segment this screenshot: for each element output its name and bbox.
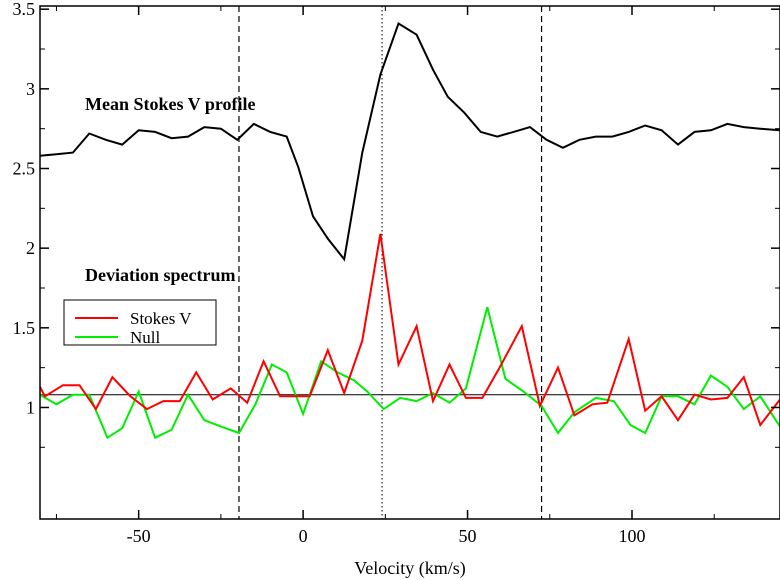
series-line-mean bbox=[39, 21, 780, 262]
y-tick-label: 2 bbox=[26, 238, 35, 258]
annotation-deviation-spectrum: Deviation spectrum bbox=[85, 265, 235, 285]
y-tick-label: 3.5 bbox=[13, 0, 36, 19]
annotation-mean-profile: Mean Stokes V profile bbox=[85, 94, 256, 114]
axes: 1 1.5 2 2.5 3 3.5 -50 0 50 100 bbox=[13, 0, 780, 546]
x-tick-label: -50 bbox=[127, 526, 151, 546]
x-tick-label: 50 bbox=[459, 526, 477, 546]
y-tick-label: 1.5 bbox=[13, 318, 36, 338]
y-tick-label: 3 bbox=[26, 79, 35, 99]
y-tick-label: 1 bbox=[26, 397, 35, 417]
data-series bbox=[39, 21, 780, 440]
x-tick-label: 0 bbox=[299, 526, 308, 546]
legend-label-null: Null bbox=[130, 328, 161, 347]
series-line-null bbox=[39, 306, 780, 440]
legend-label-stokes-v: Stokes V bbox=[130, 309, 192, 328]
legend: Stokes V Null bbox=[63, 299, 217, 347]
x-tick-label: 100 bbox=[619, 526, 646, 546]
plot-frame bbox=[39, 5, 780, 520]
series-line-stokes-v bbox=[39, 233, 780, 428]
x-axis-label: Velocity (km/s) bbox=[354, 558, 465, 579]
reference-lines bbox=[40, 6, 780, 519]
y-tick-label: 2.5 bbox=[13, 159, 36, 179]
